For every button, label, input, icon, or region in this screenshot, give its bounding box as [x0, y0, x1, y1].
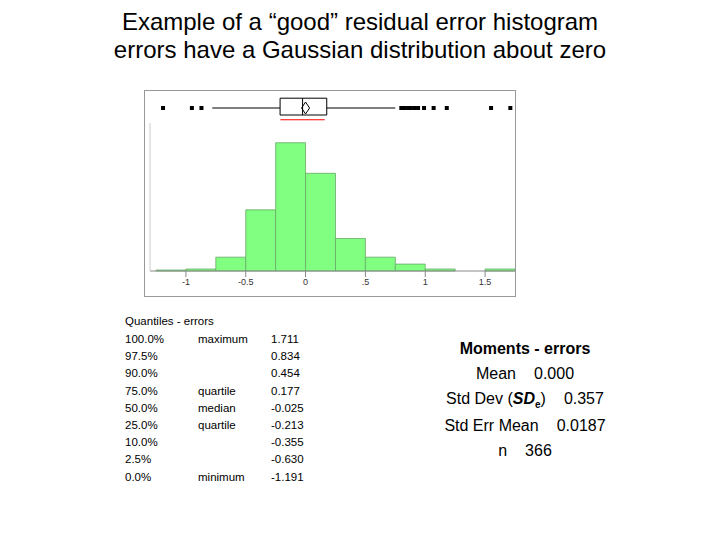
html-text:-0.025: -0.025	[271, 401, 304, 414]
html-text:errors have a Gaussian distrib: errors have a Gaussian distribution abou…	[113, 36, 607, 63]
html-text:quartile: quartile	[198, 384, 236, 397]
html-text:1.711: 1.711	[271, 333, 299, 345]
html-text:366: 366	[525, 442, 552, 460]
svg-text:-0.5: -0.5	[238, 277, 254, 287]
html-text:median: median	[198, 401, 236, 414]
html-text:10.0%: 10.0%	[125, 436, 158, 449]
html-text:0.177: 0.177	[271, 384, 300, 397]
html-text:90.0%: 90.0%	[125, 367, 158, 380]
html-text:-1.191: -1.191	[271, 470, 304, 483]
svg-text:.5: .5	[362, 277, 370, 287]
html-text:97.5%: 97.5%	[125, 350, 158, 363]
html-text:0.357: 0.357	[563, 390, 604, 407]
html-text:Quantiles - errors: Quantiles - errors	[125, 315, 214, 327]
html-text:Mean: Mean	[476, 365, 516, 382]
html-text:50.0%: 50.0%	[125, 401, 158, 414]
html-text:Example of a “good” residual e: Example of a “good” residual error histo…	[121, 8, 599, 35]
html-text:Std Err Mean: Std Err Mean	[444, 417, 539, 435]
html-text:2.5%: 2.5%	[125, 453, 152, 466]
html-text:-0.355: -0.355	[271, 436, 304, 449]
html-text:Std Dev (SDe): Std Dev (SDe)	[446, 390, 546, 411]
html-text:75.0%: 75.0%	[125, 384, 158, 397]
svg-text:1: 1	[423, 277, 428, 287]
html-text:minimum: minimum	[198, 470, 245, 483]
html-text:-0.213: -0.213	[271, 419, 304, 431]
html-text:0.0187: 0.0187	[556, 417, 606, 435]
html-text:maximum: maximum	[198, 333, 248, 345]
html-text:0.454: 0.454	[271, 367, 300, 380]
html-text:100.0%: 100.0%	[125, 333, 164, 345]
html-text:quartile: quartile	[198, 419, 236, 431]
html-text:0.834: 0.834	[271, 350, 300, 363]
html-text:0.0%: 0.0%	[125, 470, 152, 483]
svg-text:1.5: 1.5	[479, 277, 492, 287]
html-text:25.0%: 25.0%	[125, 419, 158, 431]
html-text:0.000: 0.000	[534, 365, 574, 382]
svg-text:0: 0	[303, 277, 308, 287]
html-text:n: n	[498, 442, 508, 460]
html-text:-0.630: -0.630	[271, 453, 304, 466]
svg-text:-1: -1	[182, 277, 190, 287]
html-text:Moments - errors: Moments - errors	[459, 340, 591, 357]
